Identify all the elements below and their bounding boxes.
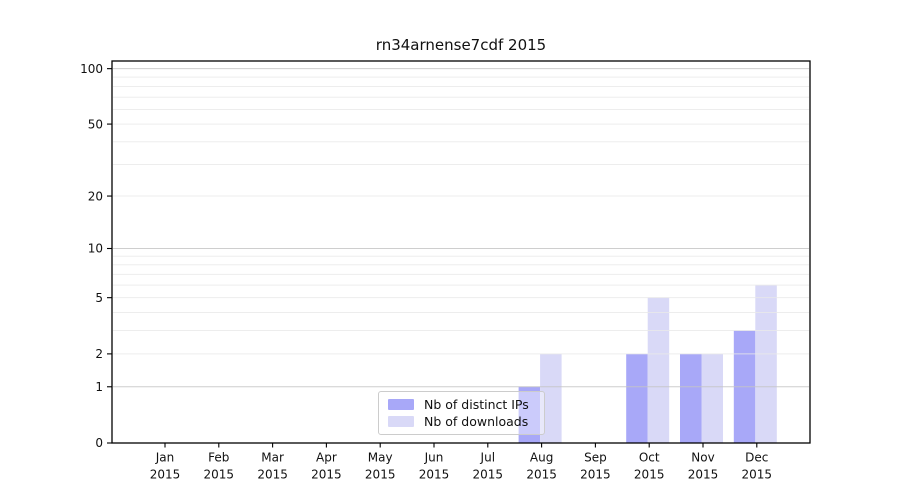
x-tick-label-sep-2015: Sep 2015: [580, 451, 611, 482]
x-tick-label-nov-2015: Nov 2015: [688, 451, 719, 482]
bar-nb-of-downloads-dec-2015: [755, 285, 777, 443]
y-tick-label-100: 100: [80, 62, 103, 76]
bar-nb-of-downloads-nov-2015: [701, 353, 723, 443]
bar-nb-of-downloads-oct-2015: [647, 297, 670, 443]
x-tick-label-oct-2015: Oct 2015: [634, 451, 665, 482]
chart-title: rn34arnense7cdf 2015: [375, 36, 547, 54]
bar-nb-of-distinct-ips-aug-2015: [518, 386, 541, 443]
legend-label-downloads: Nb of downloads: [424, 414, 529, 429]
y-tick-label-5: 5: [95, 291, 103, 305]
y-tick-label-2: 2: [95, 347, 103, 361]
x-tick-label-mar-2015: Mar 2015: [257, 451, 288, 482]
x-tick-label-aug-2015: Aug 2015: [526, 451, 557, 482]
y-tick-label-1: 1: [95, 380, 103, 394]
bar-nb-of-distinct-ips-oct-2015: [626, 353, 648, 443]
bar-nb-of-distinct-ips-nov-2015: [680, 353, 702, 443]
legend-swatch-distinct-ips: [388, 399, 414, 410]
legend-swatch-downloads: [388, 416, 414, 427]
legend: Nb of distinct IPs Nb of downloads: [378, 391, 545, 435]
x-tick-label-feb-2015: Feb 2015: [204, 451, 235, 482]
plot-border: [111, 60, 811, 444]
x-tick-label-may-2015: May 2015: [365, 451, 396, 482]
x-tick-label-dec-2015: Dec 2015: [742, 451, 773, 482]
x-tick-label-apr-2015: Apr 2015: [311, 451, 342, 482]
legend-item-distinct-ips: Nb of distinct IPs: [388, 396, 537, 413]
y-tick-label-10: 10: [88, 242, 103, 256]
legend-item-downloads: Nb of downloads: [388, 413, 537, 430]
legend-label-distinct-ips: Nb of distinct IPs: [424, 397, 529, 412]
x-tick-label-jan-2015: Jan 2015: [150, 451, 181, 482]
y-tick-label-0: 0: [95, 436, 103, 450]
bar-nb-of-downloads-aug-2015: [540, 353, 562, 443]
y-tick-label-50: 50: [88, 117, 103, 131]
x-tick-label-jun-2015: Jun 2015: [419, 451, 450, 482]
x-tick-label-jul-2015: Jul 2015: [473, 451, 504, 482]
y-tick-label-20: 20: [88, 189, 103, 203]
